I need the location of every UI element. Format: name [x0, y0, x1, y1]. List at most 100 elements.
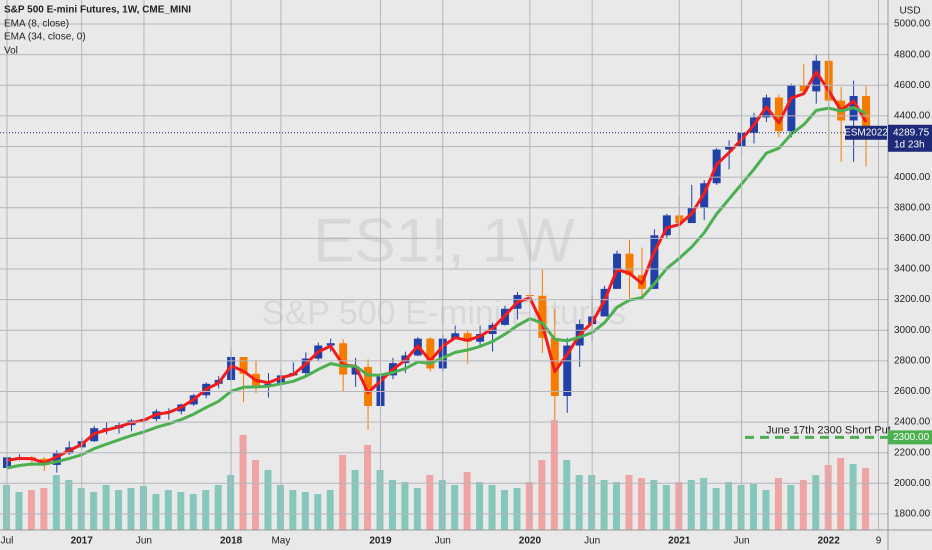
volume-bar [90, 492, 98, 530]
legend-entry: EMA (34, close, 0) [4, 32, 86, 43]
x-tick-label: Jun [136, 536, 152, 547]
candle-body [799, 85, 808, 92]
volume-bar [787, 485, 795, 530]
candle-body [625, 253, 634, 276]
x-tick-label: 2021 [668, 536, 691, 547]
volume-bar [388, 480, 396, 530]
volume-bar [463, 472, 471, 530]
volume-bar [326, 490, 334, 530]
volume-bar [52, 475, 60, 530]
candle-body [650, 235, 659, 289]
y-tick-label: 1800.00 [894, 509, 931, 520]
volume-bar [637, 478, 645, 530]
watermark-name: S&P 500 E-mini Futures [262, 294, 626, 332]
volume-bar [687, 480, 695, 530]
x-tick-label: 2018 [220, 536, 243, 547]
volume-bar [862, 468, 870, 530]
volume-bar [65, 480, 73, 530]
candle-body [52, 453, 61, 465]
x-tick-label: Jul [1, 536, 14, 547]
volume-bar [264, 470, 272, 530]
y-unit: USD [899, 6, 920, 17]
y-tick-label: 4800.00 [894, 49, 931, 60]
volume-bar [364, 445, 372, 530]
candle-body [451, 333, 460, 339]
x-tick-label: 2019 [369, 536, 392, 547]
x-tick-label: 2022 [818, 536, 841, 547]
price-layer [0, 53, 888, 473]
volume-bar [501, 490, 508, 530]
y-tick-label: 3600.00 [894, 233, 931, 244]
volume-bar [513, 488, 521, 530]
y-tick-label: 2200.00 [894, 447, 931, 458]
grid-layer [0, 0, 888, 530]
volume-bar [488, 485, 496, 530]
volume-bar [102, 485, 110, 530]
y-tick-label: 2600.00 [894, 386, 931, 397]
candle-body [463, 333, 472, 342]
volume-bar [413, 488, 421, 530]
candle-body [774, 97, 783, 132]
candle-body [326, 343, 335, 346]
volume-bar [426, 475, 434, 530]
watermark-symbol: ES1!, 1W [313, 206, 575, 275]
candle-body [725, 146, 734, 150]
volume-bar [837, 458, 845, 530]
volume-bar [202, 490, 210, 530]
volume-bar [314, 494, 322, 530]
x-tick-label: May [271, 536, 290, 547]
volume-bar [177, 492, 185, 530]
volume-bar [812, 475, 820, 530]
countdown-label: 1d 23h [894, 139, 925, 150]
candle-body [787, 85, 796, 132]
y-tick-label: 2400.00 [894, 417, 931, 428]
volume-bar [252, 460, 259, 530]
ema-line [6, 70, 868, 465]
volume-bar [750, 484, 757, 530]
y-tick-label: 2800.00 [894, 355, 931, 366]
last-price-label: 4289.75 [893, 127, 930, 138]
y-tick-label: 4400.00 [894, 111, 931, 122]
y-tick-label: 5000.00 [894, 19, 931, 30]
volume-bar [625, 475, 633, 530]
candle-body [538, 295, 547, 338]
volume-bar [115, 490, 123, 530]
volume-bar [351, 470, 359, 530]
volume-bar [600, 480, 608, 530]
volume-bar [725, 482, 733, 530]
candle-body [862, 95, 871, 133]
volume-bar [650, 480, 658, 530]
candle-body [264, 383, 273, 386]
volume-bar [849, 464, 857, 530]
volume-bar [662, 485, 670, 530]
volume-bar [164, 490, 172, 530]
annotation-box [888, 430, 932, 445]
x-tick-label: Jun [733, 536, 749, 547]
y-tick-label: 3800.00 [894, 202, 931, 213]
volume-bar [27, 490, 35, 530]
legend-entry: EMA (8, close) [4, 19, 69, 30]
y-tick-label: 3000.00 [894, 325, 931, 336]
volume-bar [762, 490, 770, 530]
symbol-box [845, 125, 887, 140]
volume-bar [550, 420, 558, 530]
annotation-label: 2300.00 [893, 432, 930, 443]
volume-bar [575, 475, 583, 530]
chart-title: S&P 500 E-mini Futures, 1W, CME_MINI [4, 5, 191, 16]
volume-bar [700, 478, 708, 530]
volume-bar [239, 435, 247, 530]
candle-body [426, 338, 435, 369]
volume-bar [339, 455, 347, 530]
x-tick-label: 2017 [71, 536, 94, 547]
legend-entry: Vol [4, 46, 18, 57]
volume-bar [401, 482, 409, 530]
y-tick-label: 4600.00 [894, 80, 931, 91]
candle-body [812, 60, 821, 92]
volume-bar [301, 492, 309, 530]
label-layer: 1800.00 2000.00 2200.00 2400.00 2600.00 2800.… [1, 19, 932, 547]
candle-body [239, 357, 248, 374]
volume-bar [152, 494, 160, 530]
x-tick-label: Jun [435, 536, 451, 547]
candle-body [662, 215, 671, 236]
